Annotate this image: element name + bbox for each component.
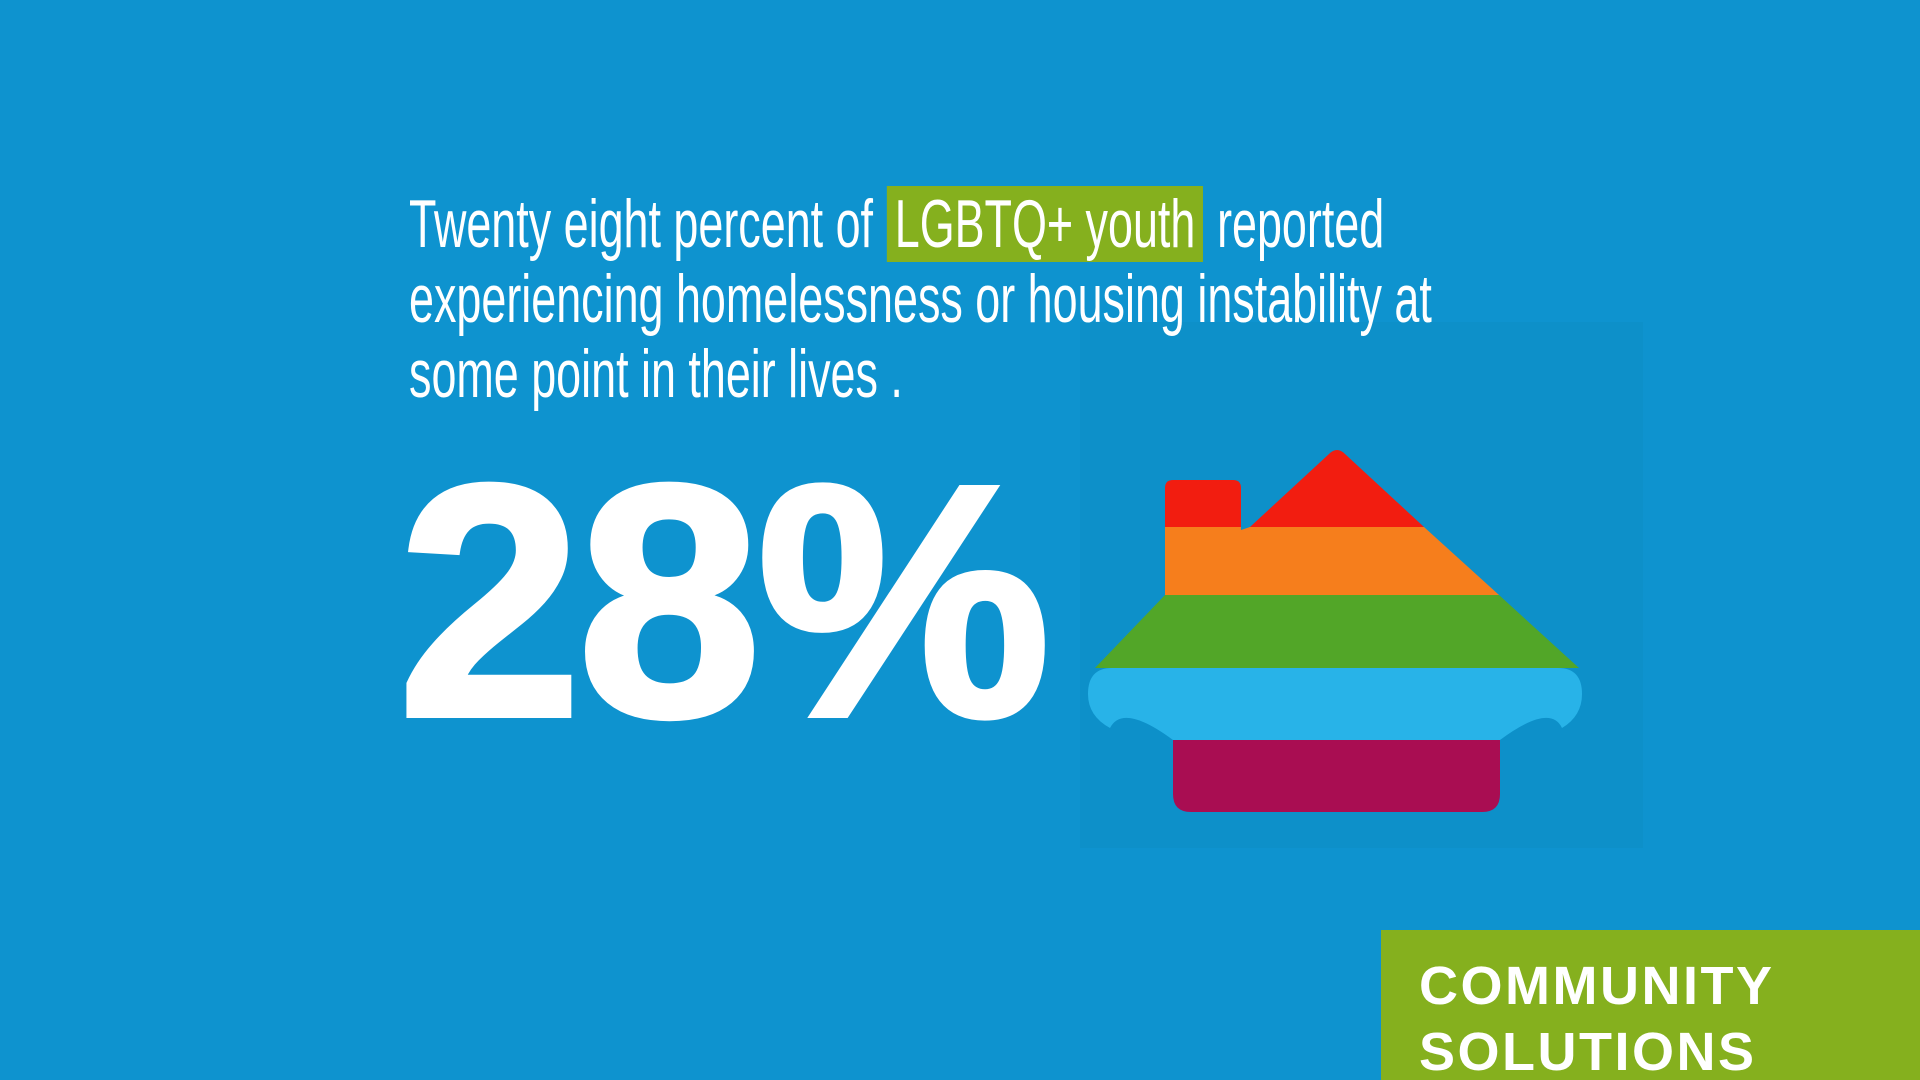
house-magenta-base [1173, 740, 1500, 812]
headline-highlight: LGBTQ+ youth [886, 186, 1204, 262]
house-orange-band [1165, 527, 1499, 595]
headline-line1-post: reported [1217, 186, 1385, 262]
logo-line-1: COMMUNITY [1419, 956, 1775, 1016]
headline-line1-pre: Twenty eight percent of [409, 186, 874, 262]
logo-text: COMMUNITY SOLUTIONS [1419, 953, 1774, 1080]
headline-text: Twenty eight percent of LGBTQ+ youth rep… [409, 186, 1920, 412]
headline-line-2: experiencing homelessness or housing ins… [409, 261, 1432, 337]
headline-line-1: Twenty eight percent of LGBTQ+ youth rep… [409, 186, 1432, 262]
headline-line-3: some point in their lives . [409, 336, 903, 412]
logo-line-2: SOLUTIONS [1419, 1022, 1757, 1080]
community-solutions-logo: COMMUNITY SOLUTIONS [1381, 930, 1920, 1080]
house-lightblue-band [1088, 668, 1582, 740]
house-roof-red-band [1250, 450, 1424, 527]
house-green-band [1095, 595, 1579, 668]
house-chimney [1165, 480, 1241, 527]
rainbow-house-icon [1088, 450, 1582, 812]
statistic-value: 28% [395, 416, 1053, 785]
